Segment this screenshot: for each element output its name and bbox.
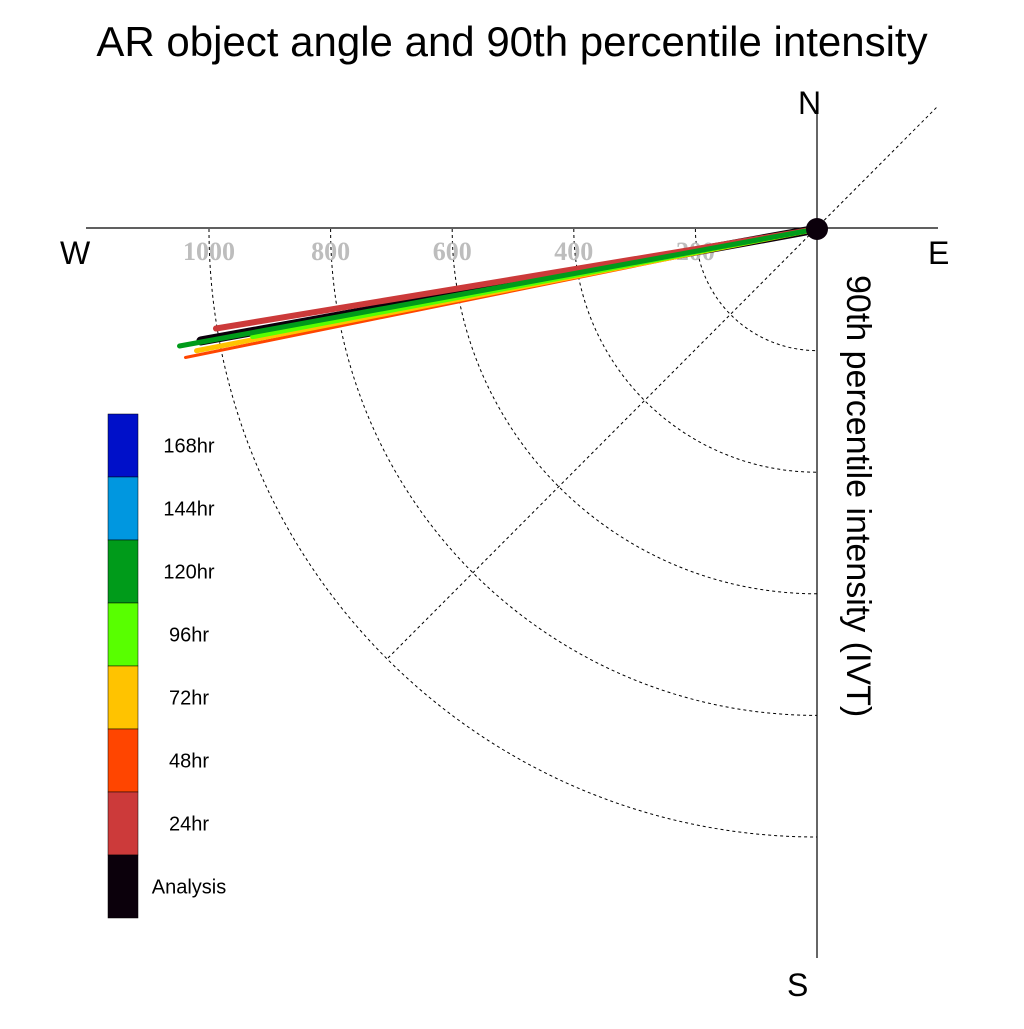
grid-ring-1000 xyxy=(208,228,818,838)
series-vector-120hr xyxy=(177,226,820,349)
legend-swatch-168hr xyxy=(107,413,139,478)
legend: 168hr 144hr 120hr 96hr 72hr 48hr 24hr Analysis xyxy=(107,413,226,919)
legend-label-144hr: 144hr xyxy=(163,499,214,521)
tick-label-1000: 1000 xyxy=(183,237,235,266)
legend-swatch-48hr xyxy=(107,728,139,793)
legend-swatch-96hr xyxy=(107,602,139,667)
grid-ring-400 xyxy=(573,228,818,473)
radial-tick-labels: 2004006008001000 xyxy=(183,237,715,266)
tick-label-400: 400 xyxy=(554,237,593,266)
legend-swatch-144hr xyxy=(107,476,139,541)
legend-label-168hr: 168hr xyxy=(163,436,214,458)
series-vectors xyxy=(177,224,822,359)
legend-label-120hr: 120hr xyxy=(163,562,214,584)
grid xyxy=(208,105,939,838)
compass-south: S xyxy=(787,967,808,1003)
compass-east: E xyxy=(928,235,949,271)
tick-label-600: 600 xyxy=(433,237,472,266)
legend-label-24hr: 24hr xyxy=(169,814,209,836)
origin-marker xyxy=(806,218,828,240)
legend-label-72hr: 72hr xyxy=(169,688,209,710)
chart-title: AR object angle and 90th percentile inte… xyxy=(96,18,927,65)
legend-swatch-24hr xyxy=(107,791,139,856)
compass-west: W xyxy=(60,235,91,271)
legend-swatch-120hr xyxy=(107,539,139,604)
legend-label-96hr: 96hr xyxy=(169,625,209,647)
grid-ring-800 xyxy=(330,228,818,716)
grid-diagonal xyxy=(387,105,939,659)
legend-swatch-72hr xyxy=(107,665,139,730)
legend-label-48hr: 48hr xyxy=(169,751,209,773)
legend-swatch-analysis xyxy=(107,854,139,919)
grid-ring-600 xyxy=(451,228,818,595)
radial-axis-label: 90th percentile intensity (IVT) xyxy=(839,275,877,717)
compass-north: N xyxy=(798,85,821,121)
tick-label-800: 800 xyxy=(311,237,350,266)
legend-label-analysis: Analysis xyxy=(152,877,226,899)
